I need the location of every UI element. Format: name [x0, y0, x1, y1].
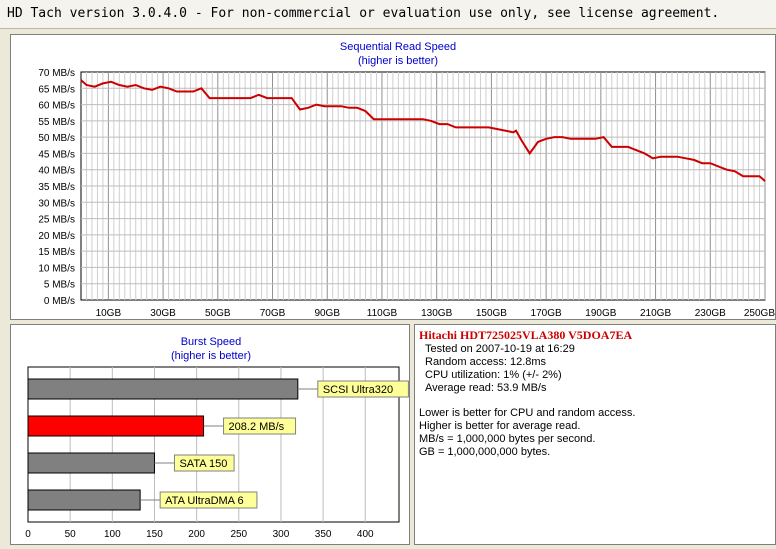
burst-x-tick-label: 300	[273, 529, 290, 540]
bar-label-box	[317, 380, 409, 398]
burst-bar	[27, 378, 299, 400]
x-tick-label: 10GB	[96, 308, 122, 319]
y-tick-label: 20 MB/s	[38, 231, 75, 242]
y-tick-label: 10 MB/s	[38, 263, 75, 274]
burst-subtitle: (higher is better)	[171, 350, 251, 362]
sequential-read-chart: Sequential Read Speed (higher is better)…	[38, 41, 775, 319]
random-access: Random access: 12.8ms	[425, 356, 547, 368]
title-bar: HD Tach version 3.0.4.0 - For non-commer…	[0, 0, 776, 29]
burst-bar	[27, 415, 205, 437]
y-tick-label: 50 MB/s	[38, 133, 75, 144]
x-tick-label: 130GB	[421, 308, 452, 319]
bar-label-box	[223, 417, 297, 435]
bar-label: ATA UltraDMA 6	[165, 495, 243, 507]
y-tick-label: 0 MB/s	[44, 296, 75, 307]
burst-speed-chart: Burst Speed (higher is better) SCSI Ultr…	[25, 336, 409, 540]
average-read: Average read: 53.9 MB/s	[425, 382, 547, 394]
x-tick-label: 30GB	[150, 308, 176, 319]
burst-x-tick-label: 250	[230, 529, 247, 540]
bar-label: 208.2 MB/s	[229, 421, 285, 433]
drive-info-panel: Hitachi HDT725025VLA380 V5DOA7EA Tested …	[414, 324, 776, 545]
x-tick-label: 170GB	[531, 308, 562, 319]
x-tick-label: 210GB	[640, 308, 671, 319]
burst-x-tick-label: 0	[25, 529, 31, 540]
note-line: Lower is better for CPU and random acces…	[419, 407, 636, 419]
read-speed-line	[80, 79, 766, 182]
y-tick-label: 40 MB/s	[38, 166, 75, 177]
burst-x-tick-label: 100	[104, 529, 121, 540]
y-tick-label: 5 MB/s	[44, 280, 75, 291]
chart-subtitle: (higher is better)	[358, 55, 438, 67]
y-tick-label: 35 MB/s	[38, 182, 75, 193]
cpu-utilization: CPU utilization: 1% (+/- 2%)	[425, 369, 562, 381]
note-line: MB/s = 1,000,000 bytes per second.	[419, 433, 596, 445]
tested-date: Tested on 2007-10-19 at 16:29	[425, 343, 575, 355]
drive-name: Hitachi HDT725025VLA380 V5DOA7EA	[419, 328, 633, 342]
burst-x-tick-label: 350	[315, 529, 332, 540]
x-tick-label: 190GB	[585, 308, 616, 319]
bar-label-box	[173, 454, 235, 472]
burst-title: Burst Speed	[181, 336, 242, 348]
sequential-read-chart-panel: Sequential Read Speed (higher is better)…	[10, 34, 776, 320]
x-tick-label: 250GB	[744, 308, 775, 319]
burst-x-tick-label: 200	[188, 529, 205, 540]
y-tick-label: 15 MB/s	[38, 247, 75, 258]
burst-x-tick-label: 150	[146, 529, 163, 540]
x-tick-label: 50GB	[205, 308, 231, 319]
y-tick-label: 60 MB/s	[38, 101, 75, 112]
burst-bar	[27, 452, 155, 474]
y-tick-label: 65 MB/s	[38, 84, 75, 95]
bar-label: SCSI Ultra320	[323, 384, 393, 396]
y-tick-label: 30 MB/s	[38, 198, 75, 209]
chart-title: Sequential Read Speed	[340, 41, 456, 53]
window-title: HD Tach version 3.0.4.0 - For non-commer…	[7, 6, 720, 21]
x-tick-label: 90GB	[314, 308, 340, 319]
y-tick-label: 25 MB/s	[38, 215, 75, 226]
burst-x-tick-label: 50	[65, 529, 77, 540]
x-tick-label: 110GB	[367, 308, 398, 319]
x-tick-label: 70GB	[260, 308, 286, 319]
x-tick-label: 230GB	[695, 308, 726, 319]
x-tick-label: 150GB	[476, 308, 507, 319]
y-tick-label: 55 MB/s	[38, 117, 75, 128]
note-line: GB = 1,000,000,000 bytes.	[419, 446, 551, 458]
burst-bar	[27, 489, 141, 511]
burst-x-tick-label: 400	[357, 529, 374, 540]
y-tick-label: 45 MB/s	[38, 149, 75, 160]
note-line: Higher is better for average read.	[419, 420, 581, 432]
burst-speed-chart-panel: Burst Speed (higher is better) SCSI Ultr…	[10, 324, 410, 545]
bar-label-box	[159, 491, 258, 509]
bar-label: SATA 150	[179, 458, 227, 470]
y-tick-label: 70 MB/s	[38, 68, 75, 79]
